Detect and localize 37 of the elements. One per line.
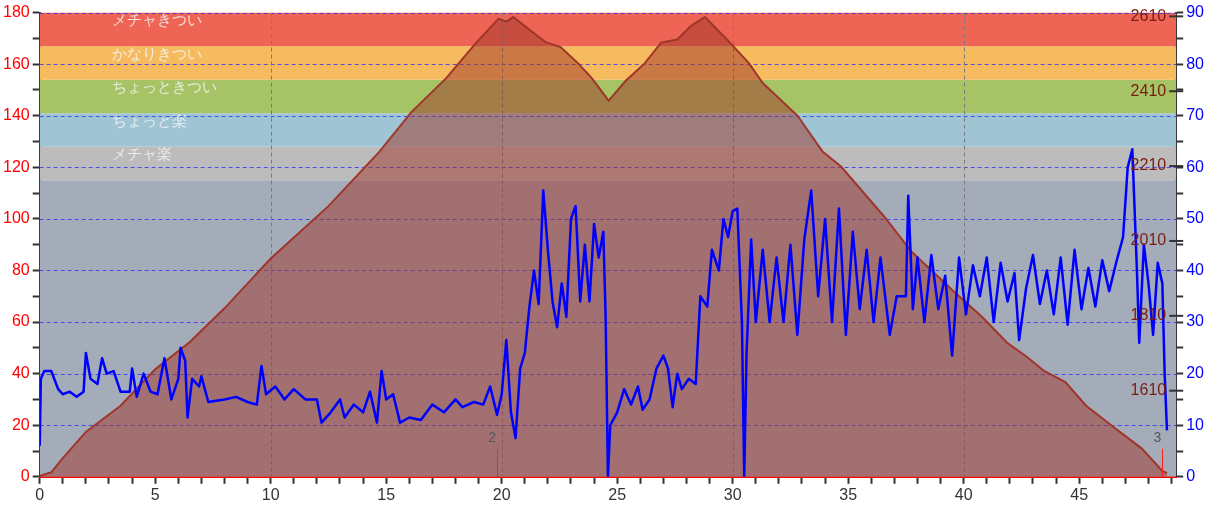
- y2-tick-label: 70: [1186, 106, 1205, 124]
- band-label: メチャきつい: [111, 11, 202, 29]
- x-tick-label: 5: [150, 485, 160, 503]
- y-tick-label: 40: [11, 364, 30, 382]
- y2-tick-label: 40: [1186, 260, 1205, 278]
- band-label: かなりきつい: [111, 44, 202, 62]
- y2-tick-label: 80: [1186, 54, 1205, 72]
- y2-tick-label: 50: [1186, 209, 1205, 227]
- y-tick-label: 180: [2, 3, 30, 21]
- x-tick-label: 40: [954, 485, 973, 503]
- x-tick-label: 25: [608, 485, 627, 503]
- y-tick-label: 60: [11, 312, 30, 330]
- annotation: 2: [488, 428, 497, 445]
- y-tick-label: 140: [2, 106, 30, 124]
- y2-tick-label: 90: [1186, 3, 1205, 21]
- x-tick-label: 45: [1070, 485, 1089, 503]
- y2-tick-label: 30: [1186, 312, 1205, 330]
- x-tick-label: 10: [261, 485, 280, 503]
- y2-tick-label: 10: [1186, 415, 1205, 433]
- y2-tick-label: 60: [1186, 157, 1205, 175]
- y-tick-label: 160: [2, 54, 30, 72]
- x-tick-label: 20: [492, 485, 511, 503]
- y2-tick-label: 20: [1186, 364, 1205, 382]
- y-tick-label: 0: [20, 467, 30, 485]
- y-tick-label: 20: [11, 415, 30, 433]
- y2-tick-label: 0: [1186, 467, 1196, 485]
- y3-tick-label: 2410: [1130, 81, 1167, 99]
- y-tick-label: 120: [2, 157, 30, 175]
- band-label: ちょっときつい: [111, 78, 217, 96]
- x-tick-label: 0: [35, 485, 45, 503]
- y-tick-label: 100: [2, 209, 30, 227]
- x-tick-label: 35: [839, 485, 858, 503]
- x-tick-label: 30: [723, 485, 742, 503]
- y-tick-label: 80: [11, 260, 30, 278]
- annotation: 3: [1153, 428, 1162, 445]
- band-label: ちょっと楽: [111, 111, 187, 129]
- x-tick-label: 15: [377, 485, 396, 503]
